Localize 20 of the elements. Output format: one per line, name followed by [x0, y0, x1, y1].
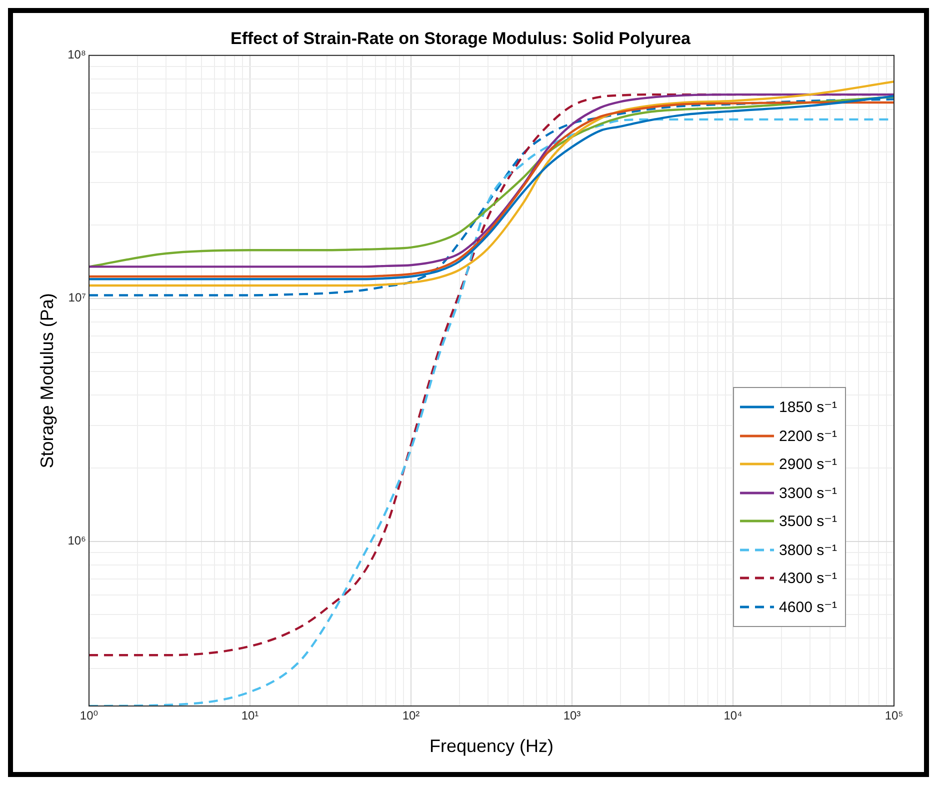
legend-label: 3500 s⁻¹	[779, 512, 837, 530]
y-axis-title: Storage Modulus (Pa)	[36, 293, 57, 468]
x-tick-label: 10⁴	[724, 708, 742, 723]
legend-label: 4600 s⁻¹	[779, 598, 837, 616]
y-tick-label: 10⁷	[68, 290, 86, 305]
y-tick-label: 10⁸	[68, 48, 86, 62]
legend-label: 2200 s⁻¹	[779, 426, 837, 445]
x-tick-label: 10⁰	[80, 708, 98, 723]
x-tick-label: 10⁵	[884, 708, 904, 723]
x-tick-label: 10³	[563, 708, 581, 723]
y-tick-label: 10⁶	[68, 534, 86, 548]
x-tick-label: 10²	[402, 708, 420, 723]
legend-label: 4300 s⁻¹	[779, 569, 837, 588]
legend-label: 3300 s⁻¹	[779, 484, 837, 502]
legend-label: 2900 s⁻¹	[779, 455, 837, 474]
chart-title: Effect of Strain-Rate on Storage Modulus: Solid Polyurea	[230, 28, 692, 48]
legend-label: 3800 s⁻¹	[779, 540, 837, 559]
x-tick-label: 10¹	[241, 708, 259, 723]
x-axis-title: Frequency (Hz)	[429, 736, 554, 756]
legend-label: 1850 s⁻¹	[779, 398, 837, 416]
